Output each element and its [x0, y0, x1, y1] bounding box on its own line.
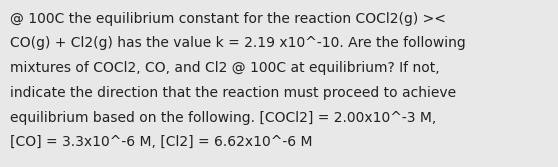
Text: indicate the direction that the reaction must proceed to achieve: indicate the direction that the reaction…: [10, 86, 456, 100]
Text: CO(g) + Cl2(g) has the value k = 2.19 x10^-10. Are the following: CO(g) + Cl2(g) has the value k = 2.19 x1…: [10, 36, 466, 50]
Text: [CO] = 3.3x10^-6 M, [Cl2] = 6.62x10^-6 M: [CO] = 3.3x10^-6 M, [Cl2] = 6.62x10^-6 M: [10, 135, 312, 149]
Text: @ 100C the equilibrium constant for the reaction COCl2(g) ><: @ 100C the equilibrium constant for the …: [10, 12, 446, 26]
Text: mixtures of COCl2, CO, and Cl2 @ 100C at equilibrium? If not,: mixtures of COCl2, CO, and Cl2 @ 100C at…: [10, 61, 440, 75]
Text: equilibrium based on the following. [COCl2] = 2.00x10^-3 M,: equilibrium based on the following. [COC…: [10, 111, 436, 125]
